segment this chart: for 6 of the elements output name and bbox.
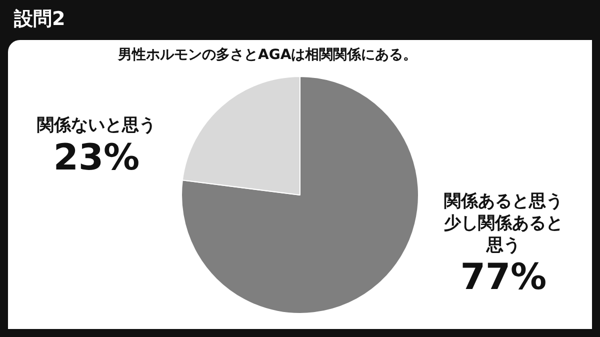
data-label: 23% <box>53 137 140 178</box>
slice-label: 関係あると思う少し関係あると思う <box>444 191 563 256</box>
chart-subtitle: 設問2 <box>14 7 66 32</box>
data-label: 77% <box>460 257 547 298</box>
slice-label: 関係ないと思う <box>37 116 156 136</box>
chart-title: 男性ホルモンの多さとAGAは相関関係にある。 <box>118 46 418 64</box>
